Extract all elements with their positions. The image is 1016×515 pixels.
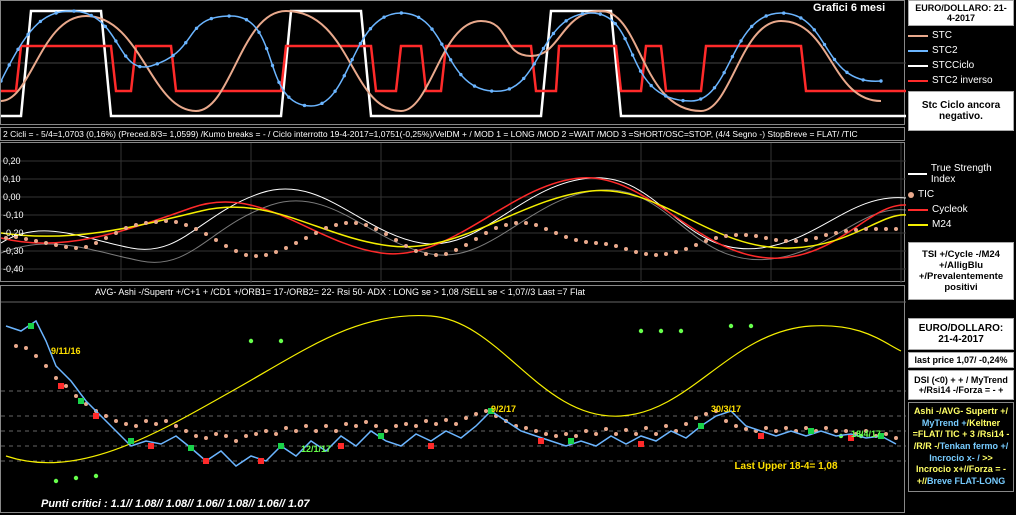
panel3-info3: DSI (<0) + + / MyTrend +/Rsi14 -/Forza =… <box>908 370 1014 400</box>
legend-item: STCCiclo <box>908 58 1014 73</box>
status-bar-1: 2 Cicli = - 5/4=1,0703 (0,16%) (Preced.8… <box>0 127 905 141</box>
critical-points: Punti critici : 1.1// 1.08// 1.08// 1.06… <box>41 498 309 510</box>
right-column: Grafici 6 mesi EURO/DOLLARO: 21-4-2017 S… <box>908 0 1014 492</box>
title-box: EURO/DOLLARO: 21-4-2017 <box>908 0 1014 26</box>
panel3-info2: last price 1,07/ -0,24% <box>908 352 1014 368</box>
legend-item: STC2 <box>908 43 1014 58</box>
panel1-svg <box>1 1 906 126</box>
panel2-tsi: 0,200,100,00-0,10-0,20-0,30-0,40 <box>0 142 905 282</box>
grafici-label: Grafici 6 mesi <box>813 2 903 14</box>
chart-date-label: 12/1/17 <box>301 444 331 454</box>
panel2-svg <box>1 143 906 283</box>
legend-item: M24 <box>908 217 1014 232</box>
panel3-svg <box>1 286 906 514</box>
chart-date-label: 9/2/17 <box>491 404 516 414</box>
legend-item: True Strength Index <box>908 161 1014 187</box>
panel3-info1: EURO/DOLLARO: 21-4-2017 <box>908 318 1014 350</box>
legend-item: STC <box>908 28 1014 43</box>
panel3-info4: Ashi -/AVG- Supertr +/ MyTrend +/Keltner… <box>908 402 1014 492</box>
panel1-commentary: Stc Ciclo ancora negativo. <box>908 91 1014 131</box>
legend-item: Cycleok <box>908 202 1014 217</box>
legend-item: STC2 inverso <box>908 73 1014 88</box>
chart-date-label: 9/11/16 <box>51 346 81 356</box>
legend-item: TIC <box>908 187 1014 202</box>
last-upper-label: Last Upper 18-4= 1,08 <box>731 461 841 472</box>
chart-date-label: 18/4/17 <box>851 429 881 439</box>
panel3-price: 9/11/16 9/2/17 30/3/17 12/1/17 18/4/17 Last … <box>0 285 905 513</box>
panel1-stc <box>0 0 905 125</box>
panel2-commentary: TSI +/Cycle -/M24 +/AlligBlu +/Prevalent… <box>908 242 1014 300</box>
chart-date-label: 30/3/17 <box>711 404 741 414</box>
